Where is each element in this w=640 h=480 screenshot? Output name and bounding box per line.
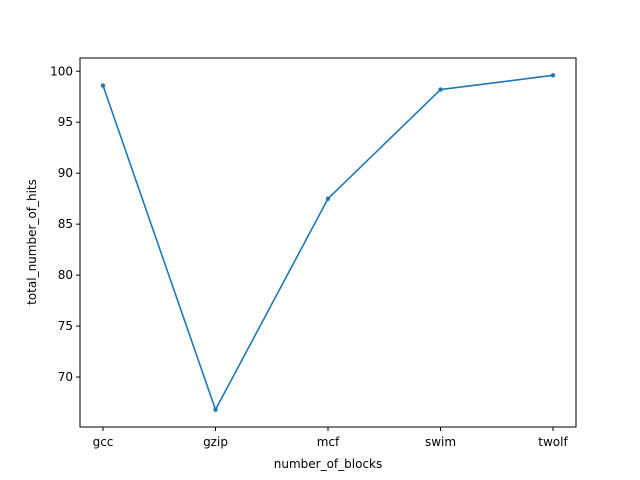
x-tick-label: twolf xyxy=(538,435,568,449)
data-point xyxy=(213,407,218,412)
plot-frame xyxy=(79,57,577,428)
x-axis-label: number_of_blocks xyxy=(274,457,383,471)
x-tick-label: swim xyxy=(425,435,456,449)
data-point xyxy=(438,87,443,92)
y-tick-label: 100 xyxy=(50,64,73,78)
data-point xyxy=(100,83,106,88)
data-point xyxy=(325,196,331,201)
y-axis-label: total_number_of_hits xyxy=(25,179,39,305)
axis-ticks: gcc gzip mcf swim twolf 70 75 80 85 90 95 100 xyxy=(50,64,568,449)
x-tick-label: mcf xyxy=(317,435,340,449)
y-tick-label: 75 xyxy=(58,319,73,333)
y-tick-label: 90 xyxy=(58,166,73,180)
y-tick-label: 70 xyxy=(58,370,73,384)
y-tick-label: 95 xyxy=(58,115,73,129)
series-group xyxy=(100,73,556,412)
y-tick-label: 85 xyxy=(58,217,73,231)
x-tick-label: gcc xyxy=(93,435,114,449)
data-point xyxy=(550,73,556,78)
x-tick-label: gzip xyxy=(203,435,228,449)
y-tick-label: 80 xyxy=(58,268,73,282)
